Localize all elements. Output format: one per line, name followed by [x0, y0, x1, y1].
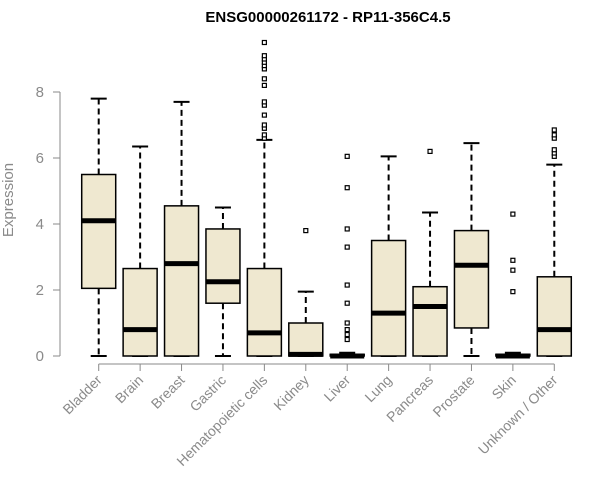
axes: 0 2 4 6 8: [36, 84, 555, 371]
outlier-point: [344, 327, 350, 333]
outlier-point: [344, 226, 350, 232]
x-tick-label: Bladder: [59, 372, 105, 418]
box-skin: [495, 211, 531, 359]
outlier-point: [344, 331, 350, 338]
y-tick-label: 2: [36, 282, 44, 299]
iqr-box: [288, 322, 324, 357]
outlier-point: [344, 153, 350, 159]
x-tick-label: Skin: [488, 372, 519, 403]
box-prostate: [453, 142, 490, 357]
outlier-point: [261, 82, 267, 89]
outlier-point: [261, 122, 267, 128]
x-tick-label: Kidney: [270, 372, 312, 414]
box-breast: [163, 100, 200, 357]
outlier-point: [510, 267, 516, 273]
boxes: [80, 39, 573, 359]
y-tick-label: 4: [36, 216, 44, 233]
box-brain: [122, 145, 158, 357]
iqr-box: [246, 267, 283, 357]
outlier-point: [344, 300, 350, 306]
outlier-point: [261, 76, 267, 82]
x-tick-label: Prostate: [429, 372, 477, 420]
outlier-point: [261, 53, 267, 59]
outlier-point: [344, 336, 350, 343]
outlier-point: [344, 244, 350, 250]
box-lung: [370, 155, 407, 357]
box-pancreas: [412, 148, 448, 357]
y-axis-label: Expression: [0, 163, 17, 237]
outlier-point: [427, 148, 433, 154]
iqr-box: [80, 173, 117, 290]
x-tick-label: Brain: [112, 372, 146, 406]
outlier-point: [551, 127, 557, 133]
outlier-point: [551, 132, 557, 138]
y-tick-label: 8: [36, 84, 44, 101]
box-unknown-other: [536, 127, 573, 357]
x-tick-label: Unknown / Other: [475, 372, 561, 458]
chart-title: ENSG00000261172 - RP11-356C4.5: [205, 9, 450, 26]
box-liver: [329, 153, 365, 359]
y-tick-label: 0: [36, 348, 44, 365]
box-gastric: [205, 206, 241, 357]
box-kidney: [288, 228, 324, 357]
outlier-point: [510, 257, 516, 263]
iqr-box: [205, 228, 241, 304]
x-tick-label: Lung: [361, 372, 394, 405]
iqr-box: [536, 276, 573, 357]
outlier-point: [344, 282, 350, 288]
iqr-box: [453, 229, 490, 329]
y-tick-label: 6: [36, 150, 44, 167]
outlier-point: [261, 39, 267, 46]
x-tick-label: Breast: [148, 372, 188, 412]
outlier-point: [261, 112, 267, 118]
outlier-point: [344, 185, 350, 191]
box-bladder: [80, 97, 117, 357]
box-hematopoietic-cells: [246, 39, 283, 357]
x-tick-label: Liver: [321, 372, 354, 405]
iqr-box: [163, 205, 200, 357]
iqr-box: [122, 267, 158, 357]
outlier-point: [344, 320, 350, 326]
iqr-box: [412, 285, 448, 357]
outlier-point: [261, 99, 267, 105]
outlier-point: [510, 211, 516, 217]
outlier-point: [303, 228, 309, 234]
iqr-box: [370, 239, 407, 357]
outlier-point: [510, 289, 516, 295]
outlier-point: [261, 132, 267, 138]
outlier-point: [551, 147, 557, 153]
